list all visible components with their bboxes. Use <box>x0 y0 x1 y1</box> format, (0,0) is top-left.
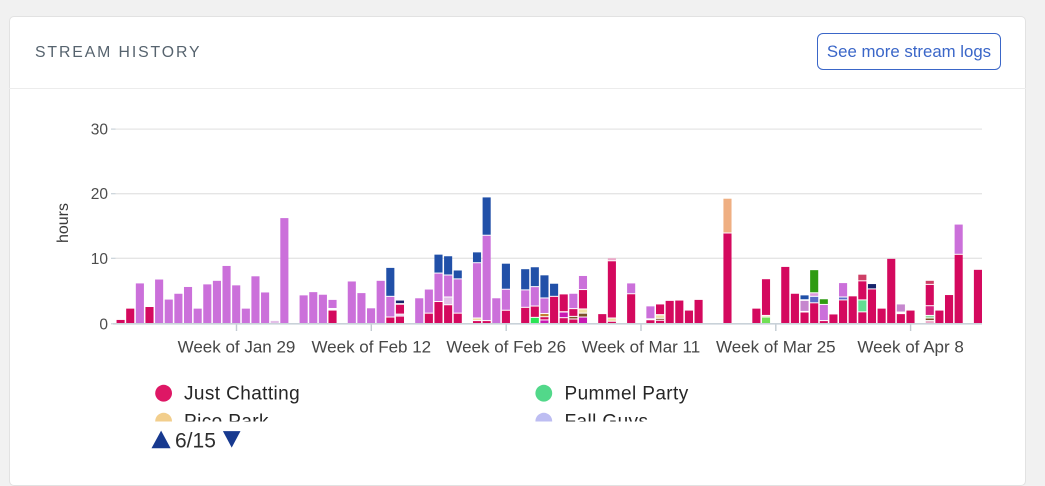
svg-text:Week of Jan 29: Week of Jan 29 <box>178 338 296 357</box>
svg-text:30: 30 <box>91 122 109 139</box>
svg-text:Week of Mar 11: Week of Mar 11 <box>582 338 700 357</box>
svg-text:Week of Mar 25: Week of Mar 25 <box>716 338 836 357</box>
svg-text:Week of Feb 26: Week of Feb 26 <box>446 338 566 357</box>
svg-text:Pico Park: Pico Park <box>184 412 269 433</box>
svg-text:6/15: 6/15 <box>175 429 216 452</box>
svg-text:Just Chatting: Just Chatting <box>184 384 300 405</box>
svg-text:Fall Guys: Fall Guys <box>565 412 649 433</box>
svg-text:hours: hours <box>55 203 72 243</box>
svg-text:10: 10 <box>91 251 109 268</box>
svg-text:Week of Feb 12: Week of Feb 12 <box>311 338 431 357</box>
svg-text:20: 20 <box>91 186 109 203</box>
svg-text:Week of Apr 8: Week of Apr 8 <box>857 338 963 357</box>
svg-text:0: 0 <box>99 316 108 333</box>
svg-text:Pummel Party: Pummel Party <box>565 384 689 405</box>
